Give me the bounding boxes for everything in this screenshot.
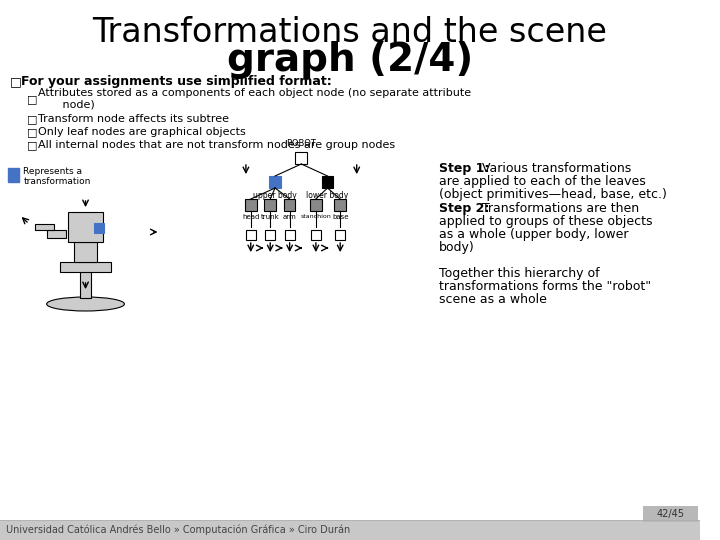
Bar (264, 199, 276, 211)
Text: All internal nodes that are not transform nodes are group nodes: All internal nodes that are not transfor… (38, 140, 395, 150)
Bar (35, 224, 55, 230)
Text: Attributes stored as a components of each object node (no separate attribute
   : Attributes stored as a components of eac… (38, 88, 471, 110)
Text: are applied to each of the leaves: are applied to each of the leaves (439, 175, 646, 188)
Text: Step 1:: Step 1: (439, 162, 490, 175)
Bar (285, 230, 294, 240)
Bar (266, 230, 275, 240)
Text: 42/45: 42/45 (657, 509, 685, 519)
Bar (0, 520, 700, 540)
Text: applied to groups of these objects: applied to groups of these objects (439, 215, 653, 228)
Bar (644, 506, 698, 522)
Text: □: □ (27, 127, 37, 137)
Text: Together this hierarchy of: Together this hierarchy of (439, 267, 600, 280)
Ellipse shape (47, 297, 125, 311)
Bar (94, 223, 104, 233)
Text: as a whole (upper body, lower: as a whole (upper body, lower (439, 228, 629, 241)
Text: Only leaf nodes are graphical objects: Only leaf nodes are graphical objects (38, 127, 246, 137)
Bar (245, 199, 256, 211)
Text: For your assignments use simplified format:: For your assignments use simplified form… (22, 76, 332, 89)
Text: body): body) (439, 241, 475, 254)
Text: □: □ (27, 94, 37, 104)
Bar (295, 152, 307, 164)
Bar (60, 262, 111, 272)
Text: □: □ (27, 114, 37, 124)
Text: (object primitives—head, base, etc.): (object primitives—head, base, etc.) (439, 188, 667, 201)
Text: Transform node affects its subtree: Transform node affects its subtree (38, 114, 229, 124)
Text: □: □ (27, 140, 37, 150)
Text: lower body: lower body (307, 191, 348, 200)
Text: stanchion: stanchion (300, 214, 331, 219)
Text: Transformations and the scene: Transformations and the scene (92, 16, 608, 49)
Text: transformation: transformation (23, 177, 91, 186)
Text: scene as a whole: scene as a whole (439, 293, 547, 306)
Bar (246, 230, 256, 240)
Text: graph (2/4): graph (2/4) (227, 41, 473, 79)
Text: ROBOT: ROBOT (287, 139, 316, 148)
Bar (68, 212, 103, 242)
Bar (8, 168, 19, 182)
Bar (74, 242, 97, 262)
Bar (284, 199, 295, 211)
Text: Step 2:: Step 2: (439, 202, 490, 215)
Bar (334, 199, 346, 211)
Text: Transformations are then: Transformations are then (482, 202, 639, 215)
Bar (311, 230, 320, 240)
Text: Represents a: Represents a (23, 167, 82, 177)
Text: □: □ (9, 76, 22, 89)
Text: arm: arm (283, 214, 297, 220)
Text: trunk: trunk (261, 214, 279, 220)
Bar (47, 230, 66, 238)
Bar (336, 230, 345, 240)
Bar (269, 176, 281, 188)
Bar (310, 199, 322, 211)
Text: base: base (332, 214, 348, 220)
Text: transformations forms the "robot": transformations forms the "robot" (439, 280, 652, 293)
Bar (322, 176, 333, 188)
Text: upper body: upper body (253, 191, 297, 200)
Text: head: head (242, 214, 259, 220)
Text: Various transformations: Various transformations (482, 162, 631, 175)
Text: Universidad Católica Andrés Bello » Computación Gráfica » Ciro Durán: Universidad Católica Andrés Bello » Comp… (6, 525, 350, 535)
Bar (80, 270, 91, 298)
